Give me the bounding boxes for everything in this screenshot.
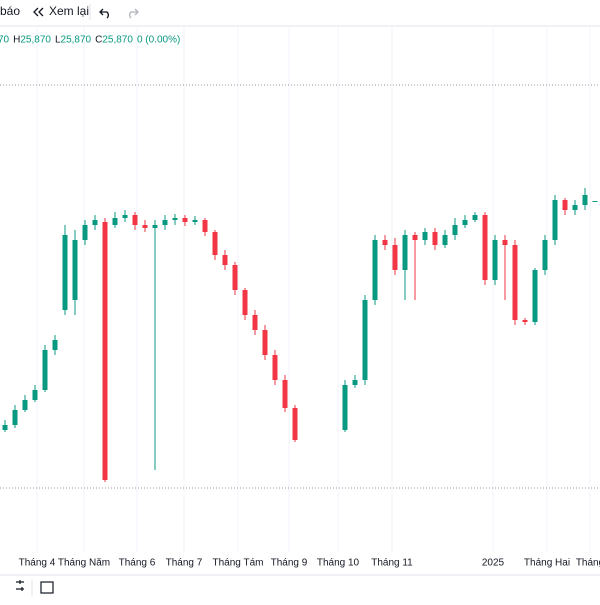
candle-body — [222, 255, 228, 265]
candle-body — [12, 410, 18, 425]
candle-body — [192, 220, 198, 222]
legend-value: 0 (0.00%) — [137, 35, 180, 46]
candle-body — [52, 340, 58, 350]
candle-body — [502, 240, 508, 245]
replay-icon[interactable] — [33, 7, 44, 17]
x-tick-label: Tháng 9 — [271, 558, 308, 569]
candle-body — [522, 320, 528, 322]
legend-value: 25,870 — [102, 35, 133, 46]
x-tick-label: Tháng Tám — [213, 558, 264, 569]
candle-body — [422, 232, 428, 240]
candle-body — [562, 200, 568, 210]
candle-body — [272, 355, 278, 380]
toolbar-item[interactable]: Xem lại — [49, 4, 89, 18]
candle-body — [102, 222, 108, 480]
candle-body — [572, 205, 578, 210]
undo-icon[interactable] — [99, 8, 109, 19]
candle-body — [2, 425, 8, 430]
candle-body — [542, 240, 548, 270]
candle-body — [82, 225, 88, 240]
candle-body — [72, 240, 78, 300]
candle-body — [392, 245, 398, 270]
candle-body — [242, 290, 248, 315]
candle-body — [592, 201, 598, 202]
candle-body — [462, 220, 468, 225]
candle-body — [92, 220, 98, 225]
x-tick-label: Tháng Năm — [58, 558, 110, 569]
legend-value: 25,870 — [61, 35, 92, 46]
candle-body — [512, 245, 518, 320]
candle-body — [282, 380, 288, 408]
x-tick-label: Tháng 10 — [317, 558, 360, 569]
candle-body — [452, 225, 458, 235]
x-tick-label: Tháng 7 — [166, 558, 203, 569]
candle-body — [262, 330, 268, 355]
candle-body — [362, 300, 368, 380]
candle-body — [202, 220, 208, 232]
candle-body — [22, 400, 28, 410]
x-tick-label: Tháng 4 — [19, 558, 56, 569]
legend-label: H — [13, 35, 20, 46]
candle-body — [402, 235, 408, 270]
candle-body — [212, 232, 218, 255]
x-tick-label: Tháng — [576, 558, 600, 569]
ohlc-legend: 70 H 25,870 L 25,870 C 25,870 0 (0.00%) — [0, 35, 180, 46]
candle-body — [382, 240, 388, 245]
candle-body — [472, 215, 478, 220]
legend-label: L — [55, 35, 61, 46]
calendar-icon[interactable] — [40, 581, 54, 594]
x-tick-label: Tháng 6 — [119, 558, 156, 569]
candle-body — [32, 390, 38, 400]
candle-body — [492, 240, 498, 280]
candle-body — [252, 315, 258, 330]
legend-value: 25,870 — [20, 35, 51, 46]
candle-body — [532, 270, 538, 322]
candle-body — [342, 385, 348, 430]
candle-body — [292, 408, 298, 440]
candle-body — [172, 218, 178, 220]
candle-body — [412, 235, 418, 240]
candle-body — [352, 380, 358, 385]
candle-body — [372, 240, 378, 300]
candle-body — [482, 215, 488, 280]
legend-label: C — [95, 35, 102, 46]
redo-icon[interactable] — [129, 8, 139, 19]
legend-value: 70 — [0, 35, 10, 46]
x-tick-label: 2025 — [482, 558, 505, 569]
candle-body — [62, 235, 68, 310]
x-tick-label: Tháng Hai — [524, 558, 570, 569]
x-tick-label: Tháng 11 — [371, 558, 413, 569]
candle-body — [132, 215, 138, 225]
candle-body — [152, 225, 158, 228]
candle-body — [552, 200, 558, 240]
candle-body — [122, 215, 128, 218]
candle-body — [182, 218, 188, 222]
plot-area: Tháng 4 Tháng Năm Tháng 6 Tháng 7 Tháng Tám T… — [0, 27, 600, 569]
compare-icon[interactable] — [16, 580, 24, 591]
toolbar-item[interactable]: báo — [0, 4, 20, 18]
candle-body — [232, 265, 238, 290]
candle-body — [162, 220, 168, 225]
candle-body — [432, 232, 438, 245]
candle-body — [42, 350, 48, 390]
candle-body — [442, 235, 448, 245]
candle-body — [582, 195, 588, 205]
candle-body — [112, 218, 118, 225]
candle-body — [142, 225, 148, 228]
toolbar — [0, 0, 600, 26]
